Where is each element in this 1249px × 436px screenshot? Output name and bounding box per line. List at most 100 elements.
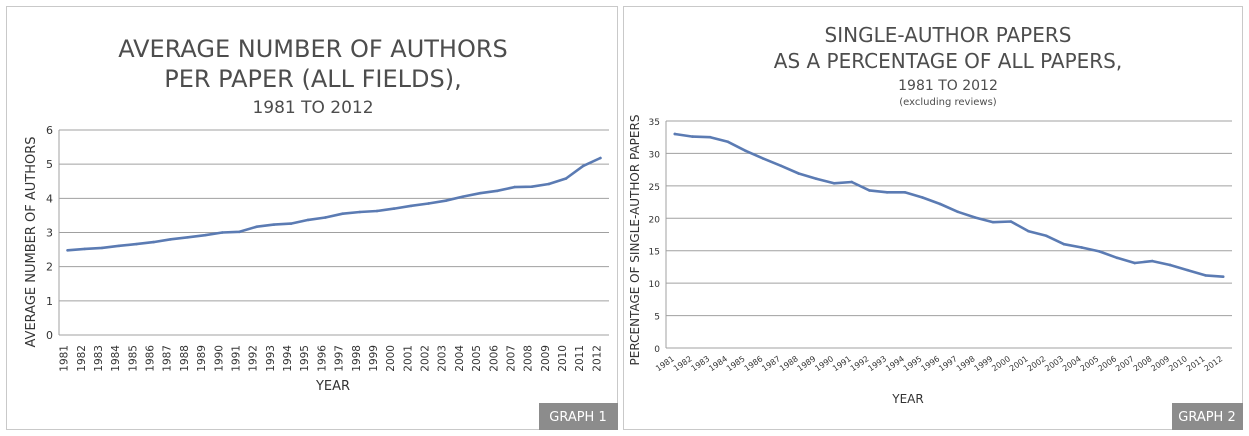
chart-2-data-point [956,210,960,214]
chart-1-x-tick-label: 2001 [402,345,414,372]
chart-1-x-tick-label: 2002 [420,345,432,372]
chart-2-x-tick-label: 1987 [760,354,782,373]
chart-1-x-tick-label: 2005 [471,345,483,372]
chart-2-data-point [850,180,854,184]
chart-2-data-point [991,220,995,224]
chart-2-plot-area: 0510152025303519811982198319841985198619… [649,118,1232,373]
chart-2-x-tick-label: 2007 [1114,354,1136,373]
chart-1-data-point [152,240,155,244]
chart-2-data-point [1151,259,1154,263]
chart-1-y-tick-label: 1 [46,295,53,308]
chart-1-x-tick-label: 1993 [265,345,277,372]
chart-2-data-point [885,191,889,194]
chart-2-data-point [1221,275,1225,278]
chart-2-x-tick-label: 1993 [866,354,888,373]
chart-1-x-tick-label: 2012 [591,345,603,372]
chart-2-x-tick-label: 1999 [973,354,995,373]
chart-2-title-line-1: SINGLE-AUTHOR PAPERS [825,23,1072,47]
chart-2-data-point [673,132,677,136]
chart-1-svg: AVERAGE NUMBER OF AUTHORS PER PAPER (ALL… [24,35,618,430]
chart-1-x-tick-label: 1987 [162,345,174,372]
chart-1-data-point [444,199,448,203]
chart-1-x-tick-label: 2011 [574,345,586,372]
chart-1-data-point [547,182,551,186]
chart-2-x-tick-label: 2008 [1132,354,1154,373]
chart-1-data-point [66,248,69,252]
chart-panel-1: AVERAGE NUMBER OF AUTHORS PER PAPER (ALL… [6,6,618,430]
chart-1-data-point [255,225,258,228]
chart-1-x-tick-label: 1998 [351,345,363,372]
chart-1-data-point [100,246,104,250]
chart-1-title-line-2: PER PAPER (ALL FIELDS), [164,65,462,93]
chart-1-x-tick-label: 1981 [59,345,71,372]
chart-2-data-point [974,216,977,219]
chart-1-data-point [564,177,568,180]
chart-1-data-point [599,156,602,160]
chart-2-x-tick-label: 1998 [955,354,977,373]
chart-2-data-point [1098,250,1101,253]
chart-2-data-point [1044,234,1048,238]
chart-1-data-point [169,238,173,241]
chart-2-y-tick-label: 20 [649,215,661,225]
chart-1-data-point [341,212,344,216]
chart-2-note: (excluding reviews) [899,97,997,108]
chart-1-data-point [203,233,207,237]
chart-2-data-point [1186,268,1190,272]
chart-1-x-tick-label: 2007 [505,345,517,372]
chart-2-x-tick-label: 2010 [1167,354,1189,373]
chart-1-x-tick-label: 1994 [282,345,294,372]
chart-2-data-point [1009,220,1013,223]
chart-2-x-tick-label: 1997 [937,354,959,373]
chart-1-x-tick-label: 1983 [93,345,105,372]
chart-1-data-point [427,202,430,205]
chart-1-x-tick-label: 1982 [76,345,88,372]
chart-1-data-point [581,164,585,168]
chart-2-x-tick-label: 2005 [1079,354,1101,373]
chart-1-x-tick-label: 1999 [368,345,380,372]
chart-2-data-point [1080,246,1083,249]
chart-2-y-tick-label: 10 [649,280,661,290]
chart-2-data-point [832,181,836,185]
chart-1-subtitle: 1981 TO 2012 [252,98,373,118]
chart-2-x-tick-label: 2012 [1202,354,1224,373]
chart-2-svg: SINGLE-AUTHOR PAPERS AS A PERCENTAGE OF … [628,23,1243,430]
chart-1-data-point [375,209,379,213]
graph-1-badge-bg [539,403,618,430]
chart-1-x-tick-label: 2000 [385,345,397,372]
chart-2-data-point [744,149,747,153]
chart-1-data-point [289,222,293,225]
chart-2-x-tick-label: 1992 [849,354,871,373]
chart-2-x-tick-label: 1981 [654,354,676,373]
chart-2-x-tick-label: 1990 [813,354,835,373]
chart-1-x-tick-label: 1989 [196,345,208,372]
chart-2-x-tick-label: 2002 [1026,354,1048,373]
chart-2-data-point [779,164,783,168]
chart-1-x-tick-label: 1991 [230,345,242,372]
chart-2-x-tick-label: 2003 [1043,354,1065,373]
chart-1-x-tick-label: 1997 [334,345,346,372]
chart-1-data-point [324,216,327,219]
chart-2-x-tick-label: 1996 [919,354,941,373]
chart-2-data-point [726,140,730,144]
chart-1-data-point [83,247,87,251]
chart-2-x-tick-label: 1985 [725,354,747,373]
chart-1-series-line [66,156,602,252]
chart-1-data-point [461,195,465,198]
chart-2-y-tick-label: 15 [649,248,660,258]
chart-1-y-tick-label: 5 [46,158,53,171]
chart-2-data-point [691,135,694,138]
chart-2-data-point [938,202,942,206]
chart-1-x-tick-label: 2009 [540,345,552,372]
chart-1-x-tick-label: 2008 [523,345,535,372]
chart-2-data-point [903,191,907,194]
chart-1-data-point [530,185,533,189]
chart-2-x-tick-label: 2011 [1185,354,1207,373]
chart-panel-2: SINGLE-AUTHOR PAPERS AS A PERCENTAGE OF … [623,6,1243,430]
chart-1-y-tick-label: 2 [46,261,53,274]
chart-2-y-tick-label: 5 [654,313,660,323]
chart-2-y-tick-label: 0 [654,345,660,355]
chart-1-data-point [220,231,224,234]
chart-1-x-tick-label: 2003 [437,345,449,372]
chart-1-x-tick-label: 2006 [488,345,500,372]
chart-2-title-line-2: AS A PERCENTAGE OF ALL PAPERS, [774,49,1122,73]
